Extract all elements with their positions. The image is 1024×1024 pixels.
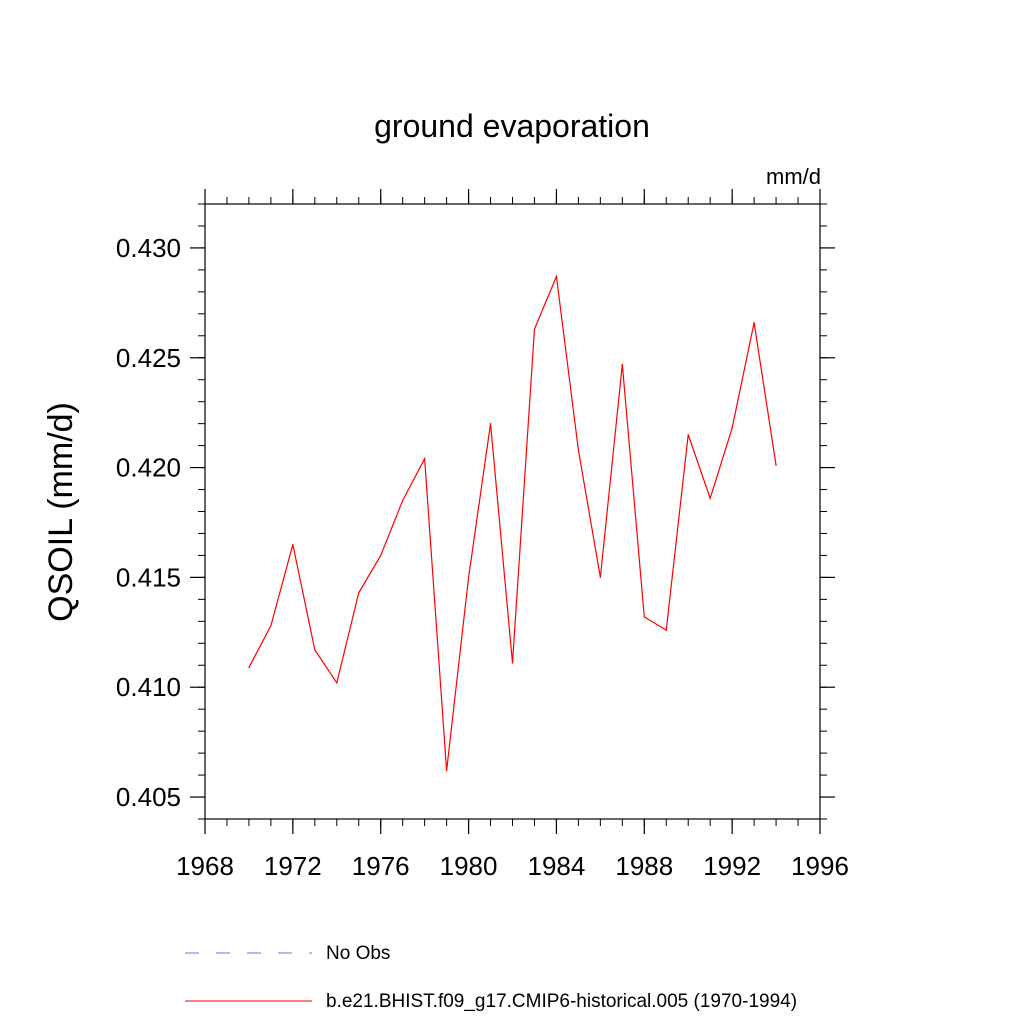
x-tick-label: 1988 xyxy=(615,851,673,881)
data-point xyxy=(336,682,338,684)
x-tick-label: 1984 xyxy=(528,851,586,881)
data-point xyxy=(446,770,448,772)
data-point xyxy=(643,616,645,618)
data-point xyxy=(731,427,733,429)
x-tick-label: 1968 xyxy=(176,851,234,881)
data-point xyxy=(402,499,404,502)
data-point xyxy=(577,449,579,451)
y-tick-label: 0.425 xyxy=(116,343,181,373)
data-point xyxy=(533,328,536,330)
data-point xyxy=(292,543,294,546)
y-axis-label: QSOIL (mm/d) xyxy=(42,402,80,622)
y-axis-ticks: 0.405 0.410 0.415 0.420 0.425 0.430 xyxy=(116,203,835,820)
data-point xyxy=(270,625,272,627)
data-point xyxy=(424,458,426,460)
data-point xyxy=(467,576,470,578)
data-point xyxy=(621,363,623,365)
x-tick-label: 1996 xyxy=(791,851,849,881)
x-tick-label: 1972 xyxy=(264,851,322,881)
y-tick-label: 0.420 xyxy=(116,453,181,483)
data-point xyxy=(358,592,360,594)
series-line-0 xyxy=(248,274,777,771)
data-point xyxy=(314,649,316,651)
legend: No Obs b.e21.BHIST.f09_g17.CMIP6-histori… xyxy=(185,943,797,1012)
data-point xyxy=(709,497,711,499)
y-tick-label: 0.415 xyxy=(116,562,181,592)
series-layer xyxy=(248,274,777,772)
x-tick-label: 1976 xyxy=(352,851,410,881)
plot-frame xyxy=(204,203,821,820)
data-point xyxy=(599,576,601,578)
data-point xyxy=(775,464,777,466)
data-point xyxy=(248,666,250,669)
data-point xyxy=(380,554,382,557)
legend-label-no-obs: No Obs xyxy=(326,943,390,964)
y-tick-label: 0.410 xyxy=(116,672,181,702)
legend-label-model: b.e21.BHIST.f09_g17.CMIP6-historical.005… xyxy=(326,991,797,1012)
data-point xyxy=(489,423,492,425)
data-point xyxy=(665,629,667,631)
data-point xyxy=(511,662,514,664)
y-tick-label: 0.405 xyxy=(116,782,181,812)
x-tick-label: 1980 xyxy=(440,851,498,881)
data-point xyxy=(555,275,558,278)
data-point xyxy=(687,434,689,436)
units-label: mm/d xyxy=(766,164,821,189)
x-tick-label: 1992 xyxy=(703,851,761,881)
plot-border xyxy=(204,203,821,820)
chart-title: ground evaporation xyxy=(374,108,650,144)
data-point xyxy=(753,322,755,324)
x-axis-ticks: 1968 1972 1976 1980 1984 1988 1992 1996 xyxy=(176,189,849,881)
y-tick-label: 0.430 xyxy=(116,233,181,263)
